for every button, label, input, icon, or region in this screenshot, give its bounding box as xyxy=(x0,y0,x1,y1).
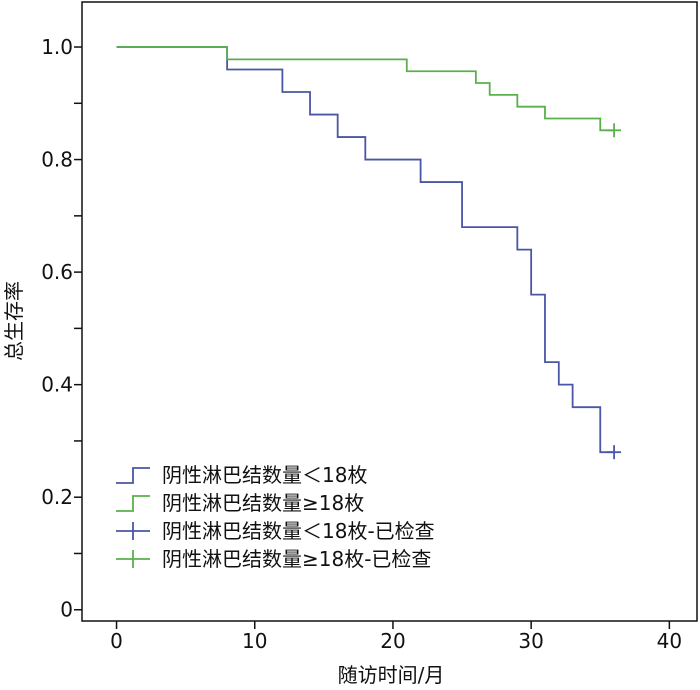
x-tick-label: 40 xyxy=(657,629,682,653)
series-line-0 xyxy=(116,46,615,454)
legend-label: 阴性淋巴结数量＜18枚-已检查 xyxy=(162,519,435,543)
x-tick-label: 10 xyxy=(242,629,267,653)
x-tick-label: 20 xyxy=(380,629,405,653)
y-tick-label: 0.8 xyxy=(41,148,73,172)
y-tick-label: 0.2 xyxy=(41,485,73,509)
x-tick-label: 30 xyxy=(518,629,543,653)
censor-mark-1 xyxy=(607,123,622,138)
x-axis-ticks: 0 10 20 30 40 xyxy=(110,621,682,653)
y-tick-label: 0.6 xyxy=(41,260,73,284)
legend-item-2: 阴性淋巴结数量＜18枚-已检查 xyxy=(116,519,435,543)
legend: 阴性淋巴结数量＜18枚阴性淋巴结数量≥18枚阴性淋巴结数量＜18枚-已检查阴性淋… xyxy=(116,463,435,571)
x-tick-label: 0 xyxy=(110,629,123,653)
censor-mark-0 xyxy=(607,445,622,460)
y-axis-ticks: 0 0.2 0.4 0.6 0.8 1.0 xyxy=(41,35,82,622)
legend-item-3: 阴性淋巴结数量≥18枚-已检查 xyxy=(116,547,431,571)
legend-item-0: 阴性淋巴结数量＜18枚 xyxy=(116,463,367,487)
legend-label: 阴性淋巴结数量≥18枚-已检查 xyxy=(162,547,431,571)
legend-label: 阴性淋巴结数量≥18枚 xyxy=(162,491,364,515)
y-axis-title: 总生存率 xyxy=(2,281,26,361)
y-minor-ticks xyxy=(74,102,82,555)
y-tick-label: 0.4 xyxy=(41,373,73,397)
legend-item-1: 阴性淋巴结数量≥18枚 xyxy=(116,491,364,515)
y-tick-label: 1.0 xyxy=(41,35,73,59)
series-line-1 xyxy=(116,46,615,132)
series-layer xyxy=(116,46,622,460)
legend-step-symbol xyxy=(116,467,150,484)
plot-frame xyxy=(81,1,698,622)
x-axis-title: 随访时间/月 xyxy=(338,663,445,687)
legend-label: 阴性淋巴结数量＜18枚 xyxy=(162,463,367,487)
y-tick-label: 0 xyxy=(60,598,73,622)
legend-step-symbol xyxy=(116,495,150,512)
